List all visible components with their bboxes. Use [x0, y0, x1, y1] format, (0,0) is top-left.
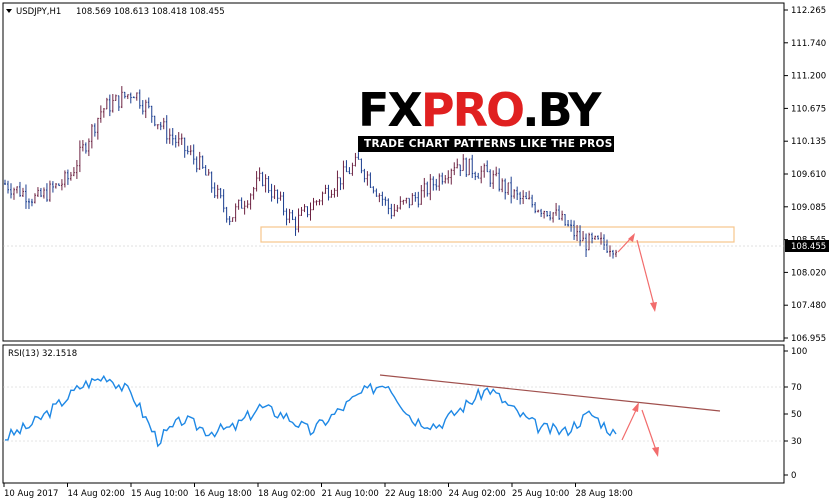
time-tick-label: 22 Aug 18:00 [385, 489, 442, 499]
time-tick-label: 16 Aug 18:00 [195, 489, 252, 499]
rsi-tick-label: 70 [791, 383, 802, 393]
rsi-tick-label: 0 [791, 471, 796, 481]
time-tick-label: 15 Aug 10:00 [131, 489, 188, 499]
symbol-label: USDJPY,H1 [16, 7, 61, 17]
price-tick-label: 110.135 [791, 137, 826, 147]
rsi-line [4, 374, 617, 448]
rsi-arrows [621, 402, 659, 457]
rsi-tick-label: 100 [791, 347, 807, 357]
time-tick-label: 25 Aug 10:00 [512, 489, 569, 499]
rsi-label: RSI(13) 32.1518 [8, 349, 77, 359]
symbol-dropdown-icon[interactable] [6, 9, 12, 13]
time-tick-label: 24 Aug 02:00 [449, 489, 506, 499]
rsi-tick-label: 50 [791, 410, 802, 420]
current-price-badge [785, 240, 829, 252]
time-tick-label: 21 Aug 10:00 [322, 489, 379, 499]
current-price-text: 108.455 [791, 242, 826, 252]
price-tick-label: 108.020 [791, 268, 826, 278]
price-tick-label: 111.200 [791, 72, 826, 82]
time-tick-label: 28 Aug 18:00 [576, 489, 633, 499]
price-tick-label: 107.480 [791, 301, 826, 311]
price-arrows [617, 233, 657, 312]
rsi-trend-line [379, 374, 721, 412]
watermark-logo: FXPRO.BY [358, 86, 616, 134]
fxpro-watermark: FXPRO.BY TRADE CHART PATTERNS LIKE THE P… [358, 86, 616, 152]
rsi-tick-label: 30 [791, 437, 802, 447]
price-tick-label: 110.675 [791, 104, 826, 114]
rsi-axis: 100 70 50 30 0 [784, 347, 807, 481]
price-axis: 112.265 111.740 111.200 110.675 110.135 109.6… [784, 6, 826, 344]
brand-part-c: .BY [522, 83, 601, 137]
time-axis: 10 Aug 2017 14 Aug 02:00 15 Aug 10:00 16 Au… [3, 483, 633, 499]
candlestick-series [4, 86, 617, 259]
time-tick-label: 14 Aug 02:00 [68, 489, 125, 499]
price-tick-label: 109.085 [791, 203, 826, 213]
brand-part-a: FX [358, 83, 423, 137]
time-tick-label: 10 Aug 2017 [4, 489, 58, 499]
brand-part-b: PRO [420, 83, 524, 137]
watermark-tagline: TRADE CHART PATTERNS LIKE THE PROS [358, 136, 614, 152]
support-zone [260, 226, 735, 243]
price-tick-label: 111.740 [791, 39, 826, 49]
price-tick-label: 112.265 [791, 6, 826, 16]
price-tick-label: 106.955 [791, 334, 826, 344]
ohlc-values: 108.569 108.613 108.418 108.455 [76, 7, 225, 17]
price-tick-label: 109.610 [791, 170, 826, 180]
time-tick-label: 18 Aug 02:00 [258, 489, 315, 499]
price-panel[interactable] [2, 2, 785, 342]
rsi-panel[interactable] [2, 344, 785, 484]
